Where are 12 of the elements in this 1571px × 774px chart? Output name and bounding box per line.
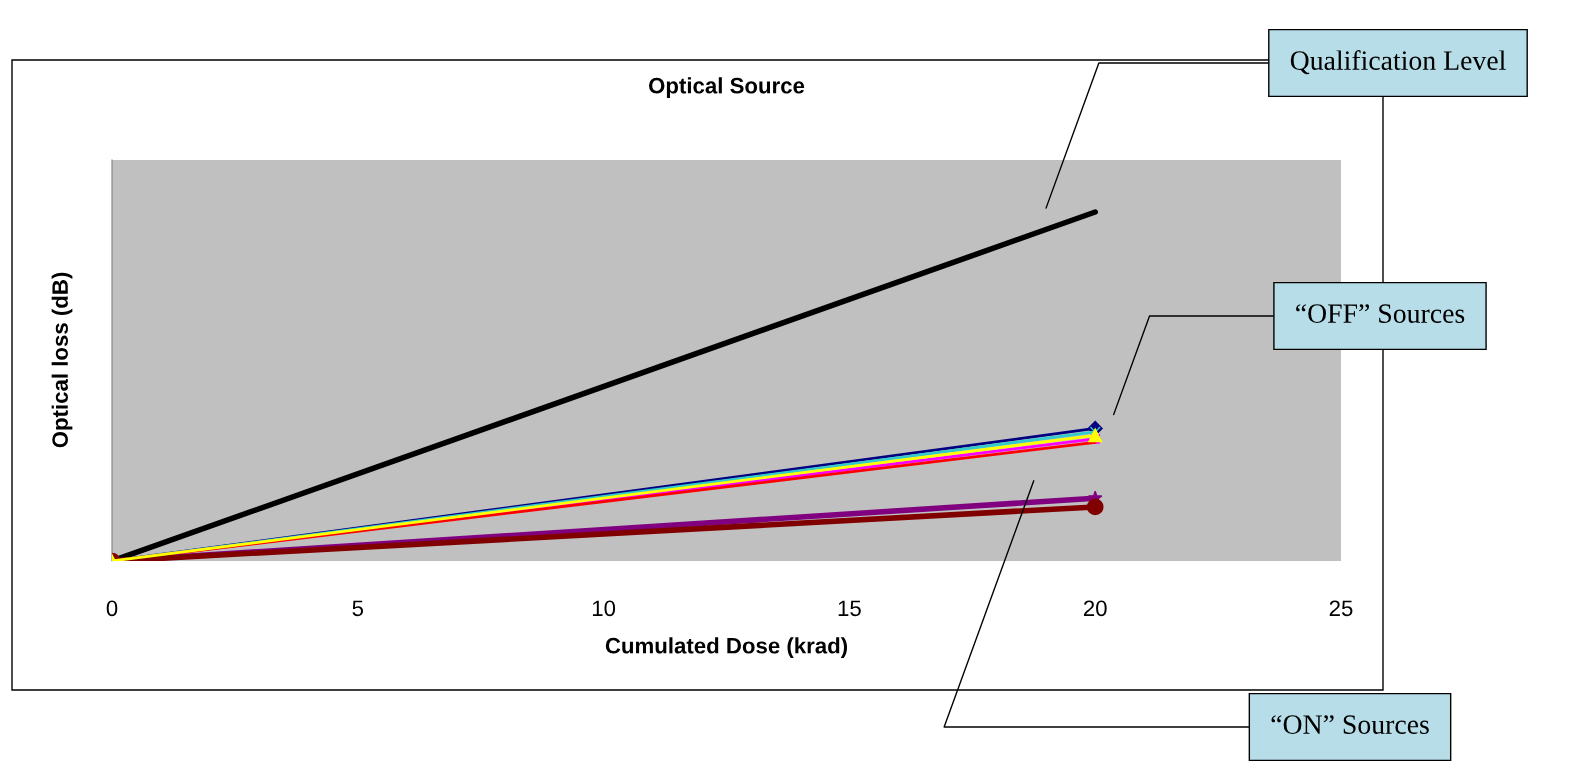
annotation: “OFF” Sources [1296,304,1465,323]
x-tick-label: 20 [1083,600,1107,617]
chart-title: Optical Source [649,77,805,98]
text: Qualification Level [1290,50,1506,75]
x-tick-label: 0 [106,600,118,617]
x-axis-title: Cumulated Dose (krad) [605,637,848,658]
text: “ON” Sources [1271,715,1429,734]
x-tick-label: 10 [592,600,616,617]
x-tick-label: 5 [352,600,364,617]
y-axis-title: Optical loss (dB) [51,272,73,448]
x-tick-label: 25 [1329,600,1353,617]
x-tick-label: 15 [838,600,861,617]
